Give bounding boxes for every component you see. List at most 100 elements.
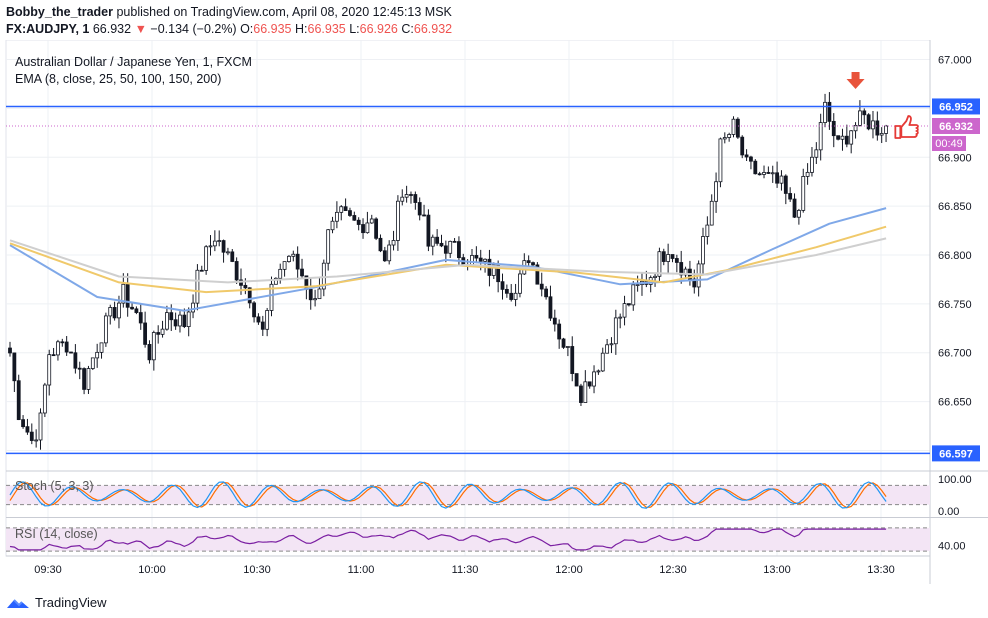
candle-body — [491, 264, 496, 276]
candle-body — [853, 125, 858, 132]
candle-body — [382, 250, 387, 262]
candle-body — [779, 175, 784, 184]
candle-body — [134, 308, 139, 313]
candle-body — [25, 426, 30, 433]
candle-body — [21, 419, 25, 428]
candle-body — [82, 368, 86, 390]
y-tick-label: 67.000 — [938, 55, 972, 67]
candle-body — [583, 381, 588, 403]
y-tick-label: 66.800 — [938, 250, 972, 262]
candle-body — [160, 328, 165, 335]
publish-info: published on TradingView.com, April 08, … — [116, 5, 452, 19]
candle-body — [212, 240, 217, 247]
candle-body — [317, 288, 322, 300]
candle-body — [16, 380, 21, 421]
candle-body — [56, 341, 60, 356]
candle-body — [417, 202, 422, 216]
ema-legend: EMA (8, close, 25, 50, 100, 150, 200) — [15, 72, 222, 86]
candle-body — [147, 344, 152, 361]
candle-body — [178, 314, 182, 327]
candle-body — [592, 371, 596, 387]
candle-body — [457, 241, 461, 259]
low-value: 66.926 — [359, 22, 398, 36]
candle-body — [701, 236, 705, 265]
candle-body — [321, 262, 326, 290]
candle-body — [226, 251, 230, 254]
stoch-k-line — [9, 481, 887, 509]
candle-body — [278, 268, 283, 279]
candle-body — [810, 156, 814, 173]
candle-body — [287, 255, 291, 263]
last-price: 66.932 — [92, 22, 132, 36]
candle-body — [783, 175, 788, 194]
candle-body — [600, 352, 605, 372]
candle-body — [561, 338, 566, 348]
candle-body — [504, 288, 509, 294]
candle-body — [326, 229, 331, 264]
rsi-legend: RSI (14, close) — [15, 527, 98, 541]
candle-body — [565, 346, 570, 348]
candle-body — [173, 319, 178, 327]
open-value: 66.935 — [253, 22, 292, 36]
candle-body — [352, 215, 357, 221]
candle-body — [435, 236, 440, 244]
candle-body — [330, 220, 335, 231]
candle-body — [679, 262, 684, 276]
candle-body — [714, 181, 718, 202]
tradingview-brand[interactable]: TradingView — [6, 595, 107, 610]
candle-body — [849, 130, 854, 145]
plot-frame — [5, 40, 931, 557]
candle-body — [191, 302, 195, 313]
chart-area[interactable]: 09:30 10:00 10:30 11:00 11:30 12:00 12:30 13:00… — [0, 40, 988, 585]
rsi-line — [9, 528, 887, 551]
candle-body — [374, 218, 379, 239]
low-label: L: — [349, 22, 360, 36]
candle-body — [735, 118, 740, 138]
candle-body — [526, 260, 531, 264]
candle-body — [796, 209, 801, 218]
candle-body — [792, 198, 797, 218]
candle-body — [443, 245, 448, 254]
candle-body — [73, 352, 78, 369]
candle-body — [156, 332, 161, 335]
candle-body — [165, 312, 169, 330]
candle-body — [884, 125, 888, 134]
down-arrow-icon: ▼ — [134, 22, 147, 36]
candle-body — [334, 211, 339, 222]
candle-body — [121, 283, 126, 304]
candle-body — [361, 224, 365, 234]
ema-slow-line — [9, 237, 887, 284]
candle-body — [570, 346, 575, 374]
candle-body — [426, 214, 431, 247]
candle-body — [260, 321, 265, 330]
author-name[interactable]: Bobby_the_trader — [6, 5, 113, 19]
candle-body — [77, 367, 82, 370]
candle-body — [243, 284, 248, 289]
ema-fast-line — [9, 207, 887, 312]
x-tick-label: 11:30 — [452, 564, 479, 576]
candle-body — [413, 194, 418, 203]
x-tick-label: 09:30 — [34, 564, 62, 576]
candle-body — [762, 172, 766, 175]
y-tick-label: 66.700 — [938, 348, 972, 360]
candle-body — [409, 194, 413, 196]
candle-body — [596, 370, 601, 373]
candle-body — [103, 315, 108, 344]
ema-mid-line — [9, 225, 887, 294]
candle-body — [836, 135, 841, 140]
candle-body — [731, 118, 736, 135]
candle-body — [552, 317, 557, 325]
candle-body — [195, 269, 200, 304]
candle-body — [513, 292, 518, 300]
candle-body — [531, 262, 535, 266]
candle-body — [265, 310, 270, 330]
candle-body — [452, 240, 457, 243]
chart-title: Australian Dollar / Japanese Yen, 1, FXC… — [15, 55, 252, 69]
candle-body — [805, 171, 810, 177]
x-tick-label: 11:00 — [348, 564, 375, 576]
publish-line: Bobby_the_trader published on TradingVie… — [6, 5, 452, 19]
candle-body — [775, 172, 779, 184]
candle-body — [574, 373, 579, 387]
candle-body — [169, 312, 174, 321]
candle-body — [539, 283, 544, 290]
